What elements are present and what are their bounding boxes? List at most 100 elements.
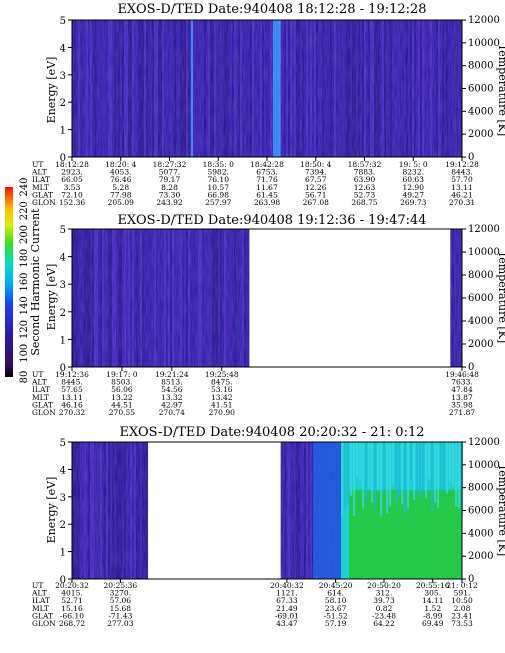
y-tick-label-left: 2: [60, 98, 66, 109]
ephemeris-value: 67.33: [276, 596, 298, 605]
cyan-streak: [404, 442, 407, 514]
y-tick-label-left: 4: [60, 253, 66, 264]
cyan-streak: [410, 442, 413, 479]
ephemeris-value: 53.16: [211, 385, 233, 394]
ephemeris-value: -66.10: [60, 611, 84, 620]
y-tick-label-right: 4000: [468, 316, 493, 327]
ephemeris-value: 69.49: [422, 619, 444, 628]
y-tick-label-right: 10000: [468, 460, 500, 471]
data-gap: [249, 228, 451, 368]
panel-2: EXOS-D/TED Date:940408 19:12:36 - 19:47:…: [31, 213, 505, 417]
ephemeris-value: 152.36: [59, 198, 85, 207]
ephemeris-value: 21: 0:12: [446, 581, 478, 590]
cyan-streak: [344, 442, 347, 510]
ephemeris-value: 46.16: [61, 400, 83, 409]
ephemeris-value: 3270.: [110, 589, 131, 598]
cyan-streak: [347, 442, 350, 504]
ephemeris-row-label: ALT: [31, 589, 47, 598]
ephemeris-row-label: UT: [32, 581, 43, 590]
ephemeris-value: 57.19: [325, 619, 347, 628]
ephemeris-value: 19: 5: 0: [399, 160, 428, 169]
ephemeris-value: 8.28: [161, 183, 178, 192]
y-tick-label-left: 5: [60, 438, 66, 449]
ephemeris-value: 10.50: [451, 596, 473, 605]
ephemeris-row-label: ALT: [31, 168, 47, 177]
y-tick-label-right: 4000: [468, 528, 493, 539]
transition-region: [313, 442, 344, 579]
ephemeris-value: 7394.: [305, 168, 326, 177]
cyan-streak: [455, 442, 458, 507]
ephemeris-value: 2923.: [61, 168, 82, 177]
ephemeris-value: 18:35: 0: [203, 160, 235, 169]
colorbar-tick-label: 180: [19, 249, 30, 268]
ephemeris-value: 19:46:48: [445, 370, 479, 379]
y-tick-label-left: 0: [60, 363, 66, 374]
ephemeris-value: 271.87: [449, 408, 475, 417]
y-tick-label-left: 3: [60, 280, 66, 291]
ephemeris-value: 4015.: [61, 589, 82, 598]
cyan-streak: [431, 442, 434, 512]
ephemeris-value: 305.: [424, 589, 441, 598]
ephemeris-value: 6753.: [256, 168, 277, 177]
colorbar-tick-label: 100: [19, 344, 30, 363]
ephemeris-value: 243.92: [156, 198, 182, 207]
y-tick-label-left: 5: [60, 225, 66, 236]
ephemeris-value: 79.17: [159, 175, 181, 184]
cyan-streak: [449, 442, 452, 481]
ephemeris-value: 44.51: [111, 400, 132, 409]
ephemeris-value: 8445.: [61, 378, 82, 387]
ephemeris-value: 76.10: [208, 175, 230, 184]
ephemeris-value: 3.53: [64, 183, 81, 192]
ephemeris-value: 312.: [376, 589, 393, 598]
ephemeris-value: 12.90: [403, 183, 425, 192]
ephemeris-value: 270.31: [449, 198, 475, 207]
ephemeris-value: 263.98: [254, 198, 280, 207]
panel-3-ylabel-right: Temperature [K]: [496, 464, 505, 556]
bright-streak: [274, 20, 277, 157]
ephemeris-row-label: MLT: [32, 393, 49, 402]
ephemeris-row-label: GLAT: [32, 611, 53, 620]
y-tick-label-left: 0: [60, 575, 66, 586]
panel-3-axis-ticks: 0 1 2 3 4 5 0 2000 4000 6000 8000 10000 12000: [60, 437, 500, 586]
y-tick-label-right: 0: [468, 152, 474, 163]
ephemeris-value: 270.55: [109, 408, 135, 417]
cyan-streak: [389, 442, 392, 507]
y-tick-label-left: 1: [60, 335, 66, 346]
colorbar-tick-label: 240: [19, 177, 30, 196]
ephemeris-value: 42.97: [161, 400, 183, 409]
ephemeris-value: 270.74: [159, 408, 185, 417]
ephemeris-value: -23.48: [372, 611, 396, 620]
ephemeris-value: 19:17: 0: [106, 370, 138, 379]
ephemeris-row-label: GLON: [32, 619, 56, 628]
ephemeris-row-label: UT: [32, 160, 43, 169]
ephemeris-value: 41.51: [211, 400, 232, 409]
ephemeris-value: 18:50: 4: [300, 160, 332, 169]
ephemeris-value: 13.11: [61, 393, 82, 402]
panel-1-spectrogram: [71, 19, 463, 158]
ephemeris-value: 47.84: [451, 385, 473, 394]
ephemeris-value: 21.49: [276, 604, 298, 613]
ephemeris-value: 20:55:16: [416, 581, 450, 590]
panel-3-ephemeris-table: UTALTILATMLTGLATGLON20:20:324015.52.7115…: [31, 579, 478, 628]
ephemeris-value: 15.68: [110, 604, 132, 613]
ephemeris-value: 20:45:20: [319, 581, 353, 590]
ephemeris-value: 2.08: [454, 604, 471, 613]
cyan-streak: [350, 442, 353, 497]
ephemeris-value: 4053.: [110, 168, 131, 177]
ephemeris-value: 8475.: [211, 378, 232, 387]
panel-2-ylabel-left: Energy [eV]: [45, 264, 58, 331]
ephemeris-value: -8.99: [423, 611, 442, 620]
colorbar-tick-label: 200: [19, 225, 30, 244]
y-tick-label-right: 6000: [468, 84, 493, 95]
ephemeris-value: 66.98: [208, 190, 230, 199]
cyan-streak: [371, 442, 374, 503]
ephemeris-row-label: GLAT: [32, 190, 53, 199]
colorbar-tick-label: 140: [19, 296, 30, 315]
ephemeris-value: 205.09: [108, 198, 134, 207]
y-tick-label-left: 1: [60, 126, 66, 137]
ephemeris-value: 7883.: [354, 168, 375, 177]
ephemeris-row-label: UT: [32, 370, 43, 379]
ephemeris-value: 1121.: [276, 589, 297, 598]
ephemeris-value: 77.98: [110, 190, 132, 199]
